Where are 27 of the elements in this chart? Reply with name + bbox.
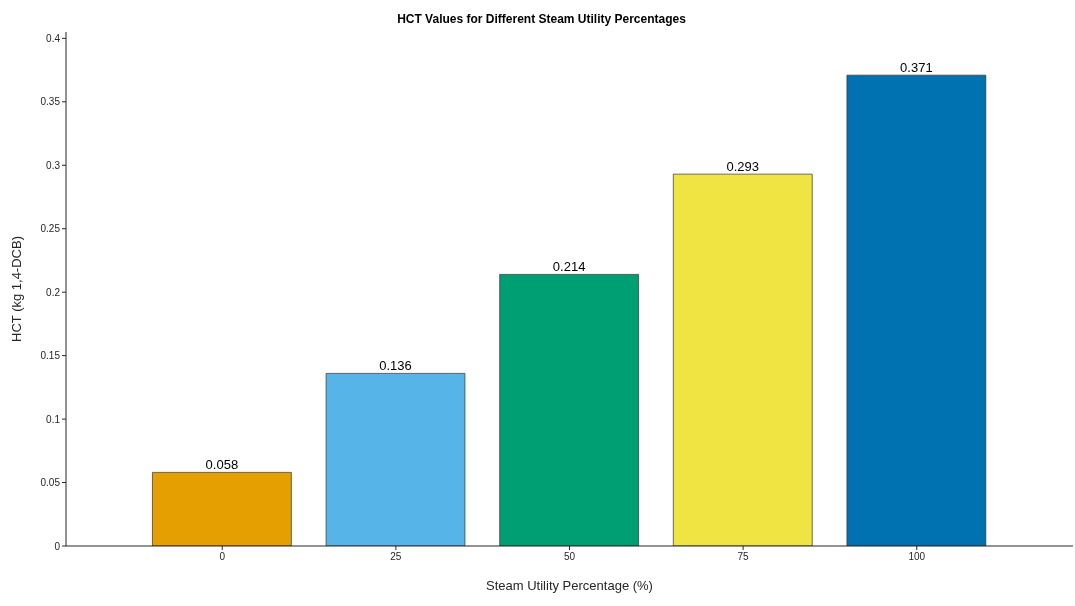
y-axis-title: HCT (kg 1,4-DCB): [8, 236, 24, 342]
chart-title: HCT Values for Different Steam Utility Percentages: [396, 12, 687, 26]
y-tick-label: 0.3: [46, 159, 61, 171]
y-tick-label: 0.35: [40, 96, 61, 108]
data-label: 0.214: [552, 259, 586, 275]
bar: [499, 274, 639, 546]
y-tick-label: 0.1: [46, 413, 61, 425]
y-tick-label: 0: [54, 540, 61, 552]
y-tick-label: 0.15: [40, 350, 61, 362]
data-label: 0.058: [205, 457, 239, 473]
data-label: 0.293: [726, 159, 760, 175]
y-tick-label: 0.05: [40, 477, 61, 489]
y-tick-label: 0.25: [40, 223, 61, 235]
x-tick-label: 50: [563, 551, 576, 563]
x-axis-title: Steam Utility Percentage (%): [486, 578, 653, 593]
bar: [846, 74, 987, 546]
data-label: 0.371: [900, 60, 933, 76]
y-tick-label: 0.4: [46, 32, 61, 44]
bar: [152, 472, 292, 546]
y-tick-label: 0.2: [46, 286, 61, 298]
x-tick-label: 0: [219, 551, 226, 563]
x-tick-label: 100: [908, 551, 926, 563]
x-tick-label: 75: [737, 551, 750, 563]
bar: [325, 373, 466, 546]
bar: [672, 173, 813, 546]
data-label: 0.136: [379, 358, 412, 374]
x-tick-label: 25: [390, 551, 402, 563]
